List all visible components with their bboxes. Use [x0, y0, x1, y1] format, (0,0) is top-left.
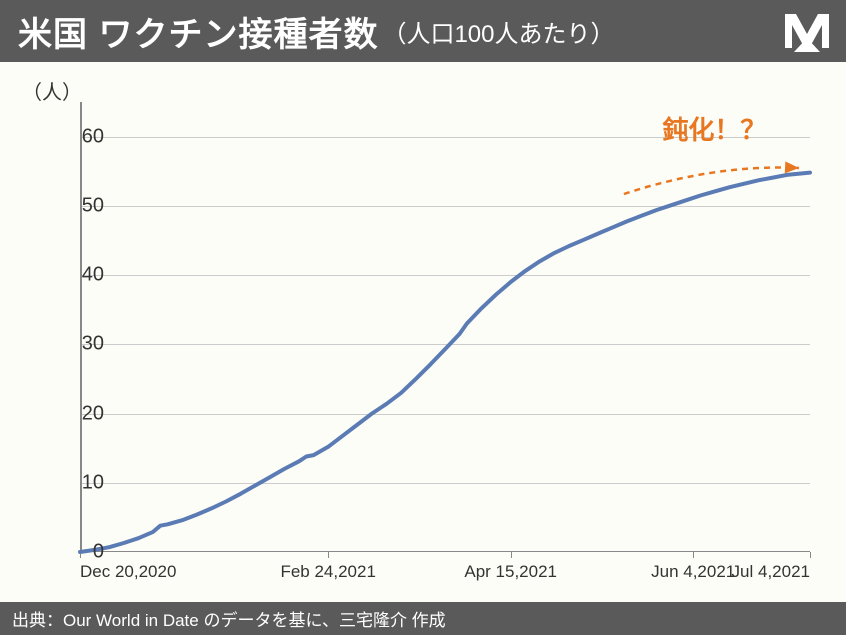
- annotation-arrow-svg: [80, 102, 810, 552]
- xtick-label: Jun 4,2021: [651, 562, 735, 582]
- plot-region: [80, 102, 810, 552]
- ytick-label: 60: [54, 125, 104, 148]
- ytick-label: 10: [54, 471, 104, 494]
- source-text: 出典：Our World in Date のデータを基に、三宅隆介 作成: [12, 606, 446, 631]
- logo-icon: [782, 8, 832, 54]
- ytick-label: 20: [54, 402, 104, 425]
- xtick-label: Feb 24,2021: [280, 562, 375, 582]
- ytick-label: 40: [54, 264, 104, 287]
- ytick-label: 30: [54, 333, 104, 356]
- annotation-text: 鈍化！？: [662, 110, 766, 147]
- xtick-label: Dec 20,2020: [80, 562, 176, 582]
- title-sub: （人口100人あたり）: [382, 14, 614, 49]
- y-axis-unit: （人）: [22, 76, 82, 105]
- title-main: 米国 ワクチン接種者数: [18, 7, 378, 56]
- footer-bar: 出典：Our World in Date のデータを基に、三宅隆介 作成: [0, 602, 846, 635]
- ytick-label: 50: [54, 194, 104, 217]
- xtick-mark: [511, 552, 512, 558]
- annotation-arrow-path: [624, 168, 799, 194]
- ytick-label: 0: [54, 541, 104, 564]
- annotation-arrowhead: [785, 161, 799, 173]
- xtick-mark: [328, 552, 329, 558]
- xtick-mark: [693, 552, 694, 558]
- header-bar: 米国 ワクチン接種者数 （人口100人あたり）: [0, 0, 846, 62]
- xtick-mark: [810, 552, 811, 558]
- xtick-label: Jul 4,2021: [732, 562, 810, 582]
- chart-area: （人） 0 10 20 30 40 50 60 Dec 20,2020 Feb 24,2021…: [0, 62, 846, 602]
- xtick-label: Apr 15,2021: [464, 562, 557, 582]
